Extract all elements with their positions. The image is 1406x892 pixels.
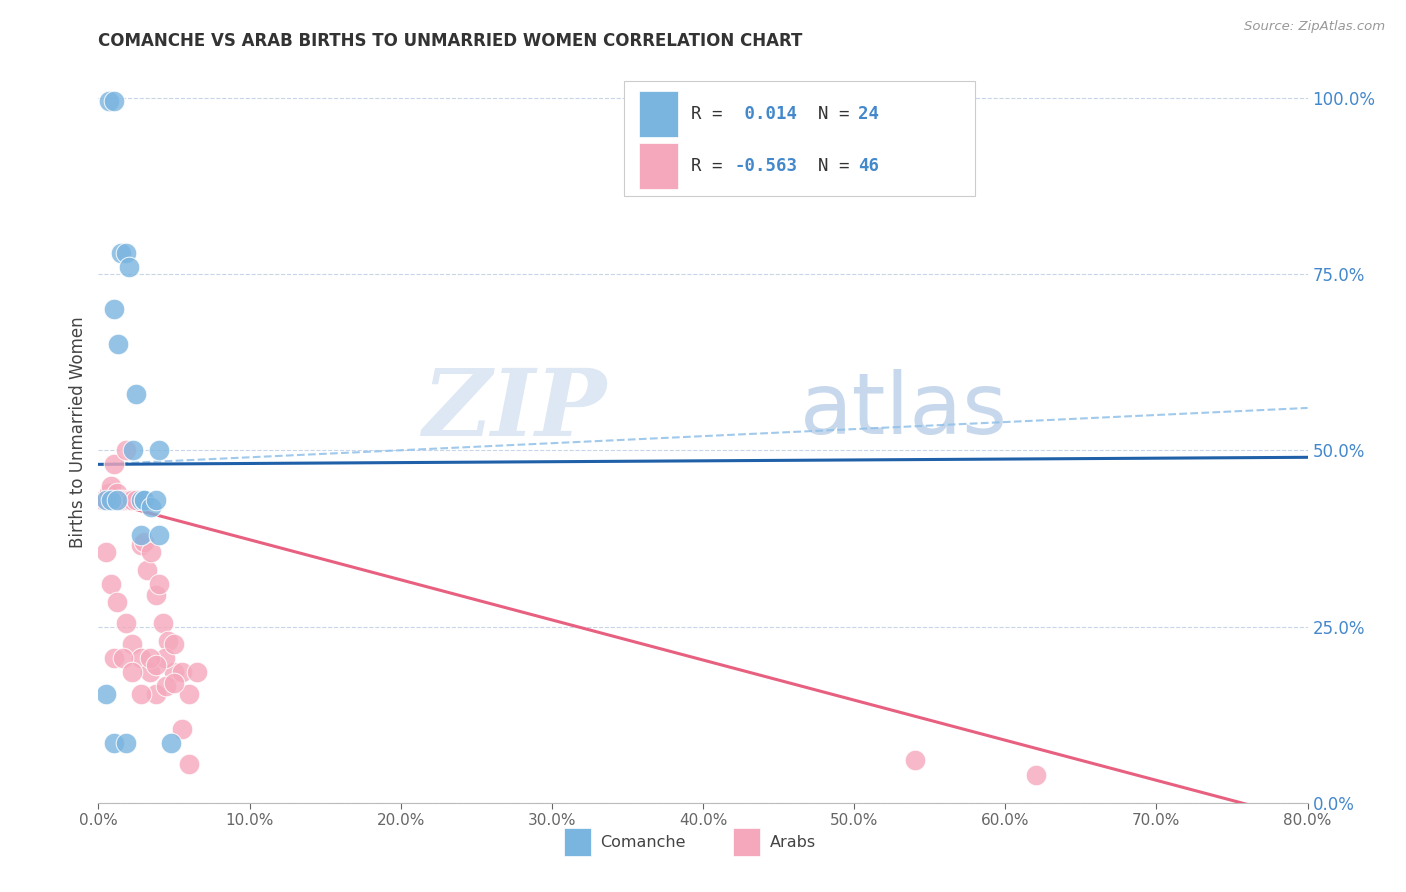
Point — [108, 492, 131, 507]
Text: N =: N = — [797, 157, 860, 175]
Point — [103, 302, 125, 317]
Point — [129, 492, 152, 507]
Point — [139, 665, 162, 680]
Point — [94, 492, 117, 507]
Point — [129, 651, 152, 665]
Point — [1024, 767, 1046, 781]
Text: -0.563: -0.563 — [734, 157, 797, 175]
Point — [132, 492, 155, 507]
Point — [121, 665, 143, 680]
Point — [155, 680, 177, 694]
Point — [148, 528, 170, 542]
Point — [100, 492, 122, 507]
Y-axis label: Births to Unmarried Women: Births to Unmarried Women — [69, 317, 87, 549]
FancyBboxPatch shape — [734, 828, 759, 856]
Point — [114, 615, 136, 630]
FancyBboxPatch shape — [624, 81, 976, 195]
Text: N =: N = — [797, 105, 860, 123]
Text: Comanche: Comanche — [600, 835, 686, 849]
Point — [107, 337, 129, 351]
Point — [132, 492, 155, 507]
Text: 0.014: 0.014 — [734, 105, 797, 123]
Point — [152, 615, 174, 630]
Point — [103, 458, 125, 472]
Point — [141, 500, 163, 514]
Point — [148, 577, 170, 591]
Text: R =: R = — [690, 157, 733, 175]
Point — [114, 443, 136, 458]
Point — [132, 535, 155, 549]
Point — [94, 492, 117, 507]
Point — [186, 665, 208, 680]
Point — [103, 651, 125, 665]
Text: ZIP: ZIP — [422, 366, 606, 456]
Point — [160, 736, 183, 750]
Point — [94, 545, 117, 559]
Point — [141, 545, 163, 559]
Point — [129, 686, 152, 700]
Text: R =: R = — [690, 105, 733, 123]
Point — [118, 260, 141, 274]
Text: 46: 46 — [858, 157, 879, 175]
Point — [105, 595, 128, 609]
Point — [145, 658, 167, 673]
Point — [111, 492, 134, 507]
Point — [111, 651, 134, 665]
Text: COMANCHE VS ARAB BIRTHS TO UNMARRIED WOMEN CORRELATION CHART: COMANCHE VS ARAB BIRTHS TO UNMARRIED WOM… — [98, 32, 803, 50]
FancyBboxPatch shape — [638, 143, 678, 189]
FancyBboxPatch shape — [638, 91, 678, 137]
Point — [98, 94, 121, 108]
Point — [139, 651, 162, 665]
Point — [125, 387, 148, 401]
Point — [121, 492, 143, 507]
Point — [179, 686, 201, 700]
Point — [156, 633, 179, 648]
Point — [98, 485, 121, 500]
Point — [114, 736, 136, 750]
Point — [121, 637, 143, 651]
Point — [163, 637, 186, 651]
FancyBboxPatch shape — [564, 828, 591, 856]
Point — [110, 245, 132, 260]
Point — [153, 651, 176, 665]
Point — [163, 676, 186, 690]
Point — [904, 754, 927, 768]
Point — [94, 686, 117, 700]
Point — [129, 528, 152, 542]
Point — [145, 588, 167, 602]
Point — [105, 485, 128, 500]
Point — [148, 443, 170, 458]
Point — [118, 492, 141, 507]
Point — [179, 757, 201, 772]
Point — [114, 245, 136, 260]
Point — [170, 722, 193, 736]
Point — [103, 94, 125, 108]
Point — [129, 538, 152, 552]
Point — [105, 492, 128, 507]
Point — [145, 686, 167, 700]
Point — [122, 443, 145, 458]
Text: Arabs: Arabs — [769, 835, 815, 849]
Point — [100, 577, 122, 591]
Point — [103, 736, 125, 750]
Point — [135, 563, 157, 577]
Point — [163, 665, 186, 680]
Point — [125, 492, 148, 507]
Point — [170, 665, 193, 680]
Point — [100, 478, 122, 492]
Text: atlas: atlas — [800, 369, 1008, 452]
Text: 24: 24 — [858, 105, 879, 123]
Point — [145, 492, 167, 507]
Point — [91, 492, 114, 507]
Text: Source: ZipAtlas.com: Source: ZipAtlas.com — [1244, 20, 1385, 33]
